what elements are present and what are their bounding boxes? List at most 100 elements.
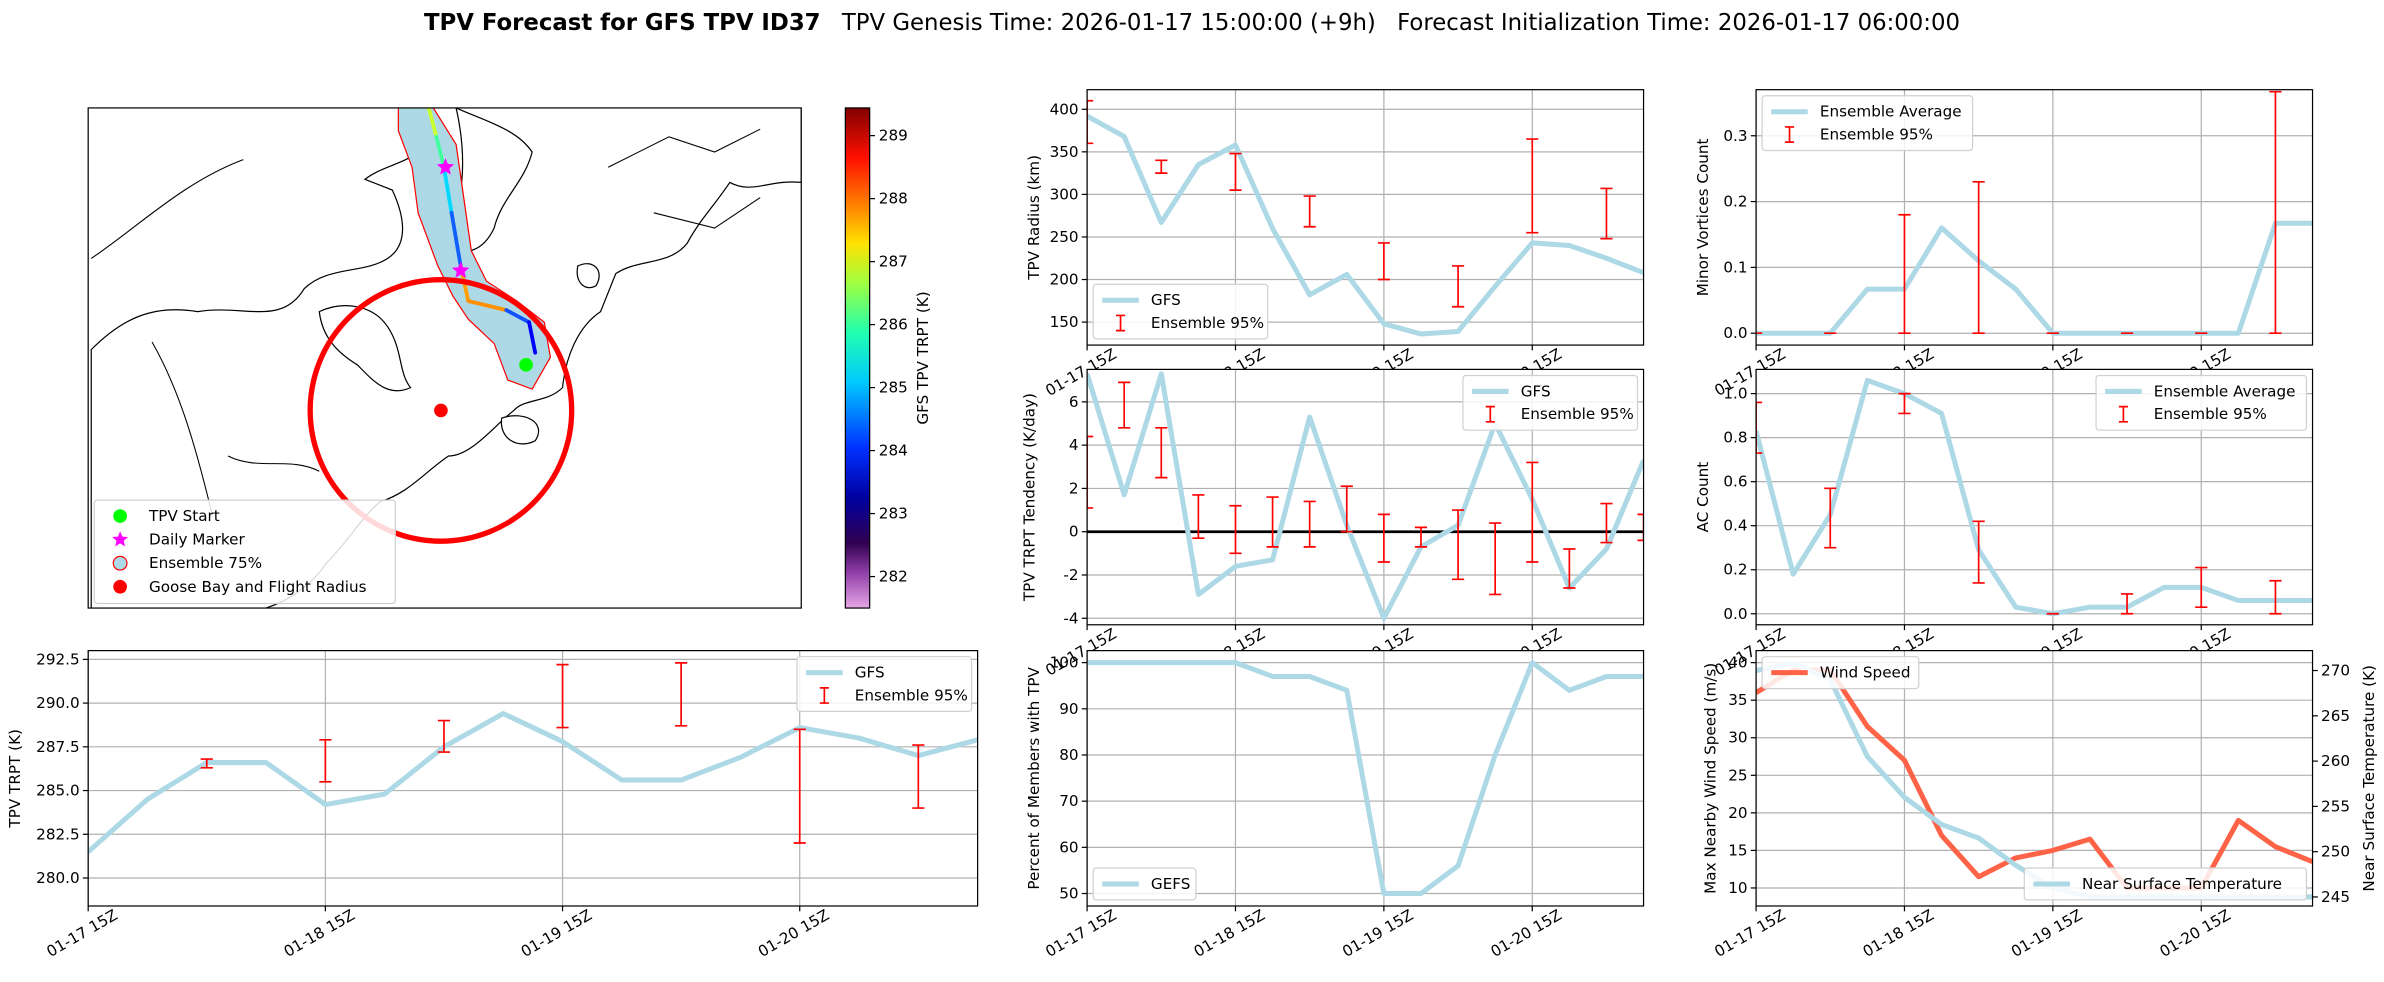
error-bar — [1087, 435, 1094, 509]
error-bar — [319, 738, 332, 783]
error-bar — [1087, 99, 1094, 145]
colorbar-tick-label: 282 — [879, 568, 908, 586]
error-bar — [1229, 504, 1242, 555]
y-tick-label: 90 — [1059, 700, 1078, 718]
y-axis-label: Minor Vortices Count — [1694, 138, 1712, 296]
legend-label: TPV Start — [148, 507, 220, 525]
error-bar — [1155, 426, 1168, 479]
x-tick-label: 01-18 15Z — [1191, 906, 1268, 961]
legend-marker — [112, 531, 129, 547]
legend-swatch — [819, 687, 829, 704]
y-tick-label: 4 — [1069, 436, 1079, 454]
x-tick-label: 01-19 15Z — [518, 906, 595, 961]
y-tick-label: 15 — [1728, 841, 1747, 859]
legend-swatch — [2118, 405, 2128, 423]
border-line — [653, 197, 761, 229]
track-segment — [527, 320, 538, 355]
series-line — [1756, 377, 2313, 617]
error-bar — [1637, 513, 1644, 542]
plot-frame — [1755, 368, 2314, 626]
legend-label: Ensemble 95% — [2154, 405, 2267, 423]
y-tick-label: 80 — [1059, 746, 1078, 764]
legend-label: Daily Marker — [149, 531, 246, 549]
y-tick-label: 0.0 — [1723, 605, 1747, 623]
y-tick-label: 245 — [2321, 888, 2350, 906]
y-tick-label: 0.8 — [1723, 429, 1747, 447]
tpv-start — [519, 357, 533, 372]
ensemble-region — [397, 107, 552, 390]
coastline — [500, 415, 540, 445]
track-segment — [434, 134, 446, 170]
legend-swatch — [1485, 405, 1495, 423]
error-bar — [1563, 548, 1576, 589]
y-tick-label: 285.0 — [36, 782, 79, 800]
y-tick-label: 200 — [1050, 271, 1079, 289]
track-segment — [426, 107, 439, 139]
colorbar-label: GFS TPV TRPT (K) — [914, 291, 932, 424]
x-tick-label: 01-17 15Z — [1711, 906, 1788, 961]
error-bar — [2269, 90, 2282, 335]
border-line — [151, 341, 214, 517]
error-bar — [2195, 566, 2208, 608]
y-tick-label: 250 — [2321, 843, 2350, 861]
legend-label: GFS — [855, 664, 885, 682]
error-bar — [1377, 242, 1390, 281]
error-bar — [1489, 522, 1502, 596]
legend-label: Ensemble 75% — [149, 554, 262, 572]
plot-background — [1756, 650, 2313, 906]
legend-box — [93, 499, 396, 605]
error-bar — [1972, 520, 1985, 584]
legend-label: GFS — [1151, 291, 1181, 309]
daily-marker — [452, 261, 470, 278]
x-tick-label: 01-19 15Z — [2008, 906, 2085, 961]
y-axis-label: TPV Radius (km) — [1025, 155, 1043, 281]
plot-frame — [87, 650, 979, 907]
legend-label: Goose Bay and Flight Radius — [149, 578, 367, 596]
y-tick-label: 60 — [1059, 838, 1078, 856]
y-axis-label: Percent of Members with TPV — [1025, 666, 1043, 889]
error-bar — [556, 663, 569, 729]
legend-label: GEFS — [1151, 875, 1190, 893]
y-tick-label: 25 — [1728, 766, 1747, 784]
error-bar — [1824, 487, 1837, 549]
y-tick-label: 400 — [1050, 100, 1079, 118]
y-tick-label: -2 — [1063, 566, 1078, 584]
y-tick-label: 1.0 — [1723, 385, 1747, 403]
border-line — [90, 159, 244, 259]
title-init: Forecast Initialization Time: 2026-01-17… — [1397, 10, 1960, 36]
legend-swatch — [1115, 314, 1126, 332]
goose-bay — [434, 403, 448, 418]
legend-label: Ensemble 95% — [1521, 405, 1634, 423]
y-tick-label: 0.2 — [1723, 561, 1747, 579]
error-bar — [1303, 500, 1316, 548]
y-tick-label: 10 — [1728, 879, 1747, 897]
legend-box — [2095, 374, 2308, 431]
y-tick-label: 255 — [2321, 797, 2350, 815]
y-tick-label: 280.0 — [36, 869, 79, 887]
legend-marker — [113, 579, 127, 594]
y-tick-label: 300 — [1050, 185, 1079, 203]
error-bar — [1451, 509, 1465, 581]
error-bar — [1377, 513, 1390, 563]
map-frame — [87, 107, 802, 609]
legend-label: GFS — [1521, 382, 1551, 400]
y-axis-label: AC Count — [1694, 462, 1712, 533]
x-tick-label: 01-20 15Z — [755, 906, 832, 961]
y-tick-label: 282.5 — [36, 825, 79, 843]
error-bar — [675, 662, 688, 727]
title-genesis: TPV Genesis Time: 2026-01-17 15:00:00 (+… — [841, 10, 1376, 36]
error-bar — [1898, 392, 1911, 415]
coastline — [576, 263, 600, 289]
series-line — [1756, 220, 2313, 336]
error-bar — [1340, 485, 1353, 533]
colorbar-tick-label: 286 — [879, 316, 908, 334]
border-line — [227, 455, 320, 472]
y-tick-label: 287.5 — [36, 738, 79, 756]
legend-box — [2023, 867, 2308, 901]
x-tick-label: 01-20 15Z — [1488, 906, 1565, 961]
y2-axis-label: Near Surface Temperature (K) — [2360, 665, 2378, 892]
colorbar-tick-label: 283 — [879, 505, 908, 523]
y-tick-label: 260 — [2321, 752, 2350, 770]
legend-label: Near Surface Temperature — [2082, 875, 2282, 893]
y-tick-label: 150 — [1050, 313, 1079, 331]
